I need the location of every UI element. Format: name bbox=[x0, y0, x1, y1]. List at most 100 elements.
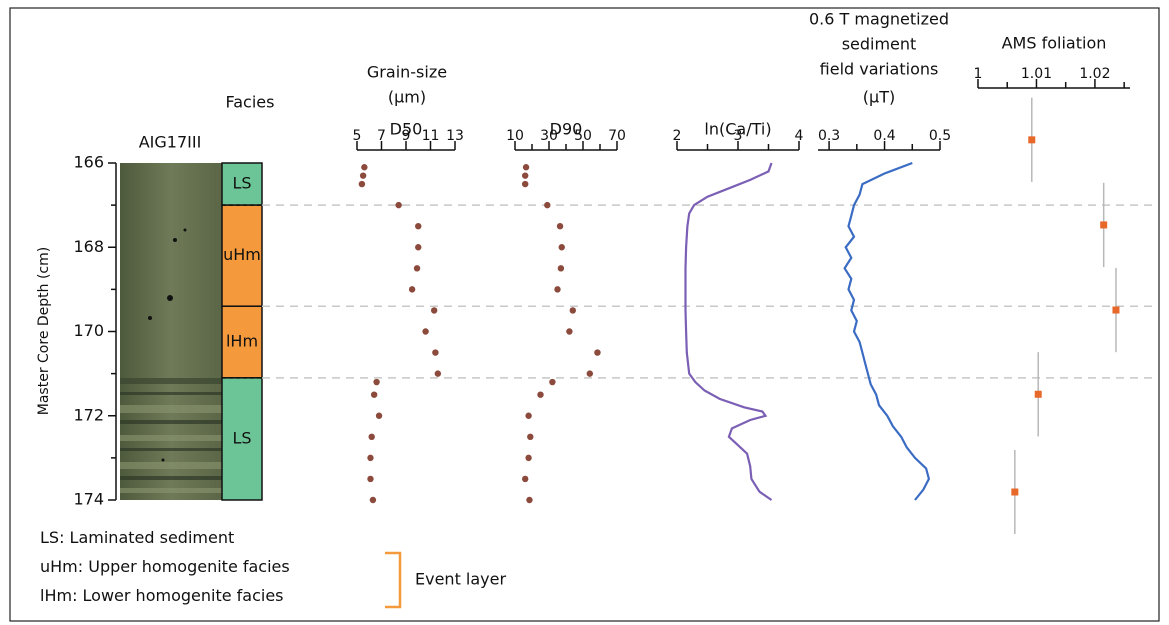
legend-abbr: lHm bbox=[40, 586, 72, 605]
core-image bbox=[120, 163, 222, 500]
data-point bbox=[557, 265, 565, 272]
data-point bbox=[1028, 136, 1036, 144]
data-point bbox=[554, 286, 561, 293]
x-tick-label: 3 bbox=[734, 128, 743, 144]
depth-tick-label: 170 bbox=[73, 321, 104, 340]
data-point bbox=[566, 328, 573, 335]
legend-item: lHm: Lower homogenite facies bbox=[40, 586, 284, 605]
panel-title: D90 bbox=[550, 120, 583, 139]
frame bbox=[9, 7, 1160, 622]
data-point bbox=[527, 433, 534, 441]
data-point bbox=[522, 164, 530, 171]
event-bracket bbox=[385, 551, 402, 609]
x-tick-label: 1 bbox=[974, 66, 983, 82]
data-point bbox=[526, 496, 533, 504]
event-label: Event layer bbox=[415, 570, 506, 589]
data-point bbox=[373, 378, 380, 386]
data-point bbox=[415, 222, 422, 230]
data-point bbox=[586, 370, 593, 377]
facies-layer bbox=[221, 377, 263, 501]
facies-title: Facies bbox=[226, 93, 275, 112]
facies-layer bbox=[221, 162, 263, 206]
data-point bbox=[413, 265, 421, 272]
depth-tick-label: 168 bbox=[73, 237, 104, 256]
x-tick-label: 1.02 bbox=[1079, 66, 1110, 82]
facies-label: uHm bbox=[223, 245, 261, 264]
data-point bbox=[522, 180, 529, 188]
data-point bbox=[1112, 306, 1120, 314]
x-tick-label: 13 bbox=[446, 128, 464, 144]
x-tick-label: 70 bbox=[608, 128, 626, 144]
depth-tick-label: 172 bbox=[73, 405, 104, 424]
data-point bbox=[359, 172, 367, 179]
facies-label: LS bbox=[232, 174, 251, 193]
data-point bbox=[522, 475, 529, 483]
facies-layer bbox=[221, 305, 263, 379]
data-point bbox=[558, 244, 565, 251]
x-tick-label: 0.5 bbox=[929, 128, 951, 144]
facies-label: lHm bbox=[226, 332, 258, 351]
x-tick-label: 1.01 bbox=[1021, 66, 1052, 82]
data-point bbox=[422, 328, 429, 335]
data-line bbox=[684, 162, 773, 501]
data-point bbox=[569, 307, 576, 314]
panel-title: ln(Ca/Ti) bbox=[704, 120, 771, 139]
x-tick-label: 0.3 bbox=[818, 128, 840, 144]
data-point bbox=[525, 412, 532, 419]
data-point bbox=[367, 454, 374, 462]
legend-item: uHm: Upper homogenite facies bbox=[40, 557, 290, 576]
legend-text: : Upper homogenite facies bbox=[78, 557, 290, 576]
x-tick-label: 50 bbox=[574, 128, 592, 144]
legend-item: LS: Laminated sediment bbox=[40, 528, 234, 547]
x-tick-label: 4 bbox=[795, 128, 804, 144]
x-tick-label: 11 bbox=[422, 128, 440, 144]
x-tick-label: 9 bbox=[402, 128, 411, 144]
legend-text: : Laminated sediment bbox=[59, 528, 234, 547]
data-point bbox=[368, 433, 375, 441]
data-point bbox=[434, 370, 442, 377]
core-label: AIG17III bbox=[139, 133, 202, 152]
data-point bbox=[1011, 488, 1019, 496]
panel-title: 0.6 T magnetized bbox=[809, 10, 949, 29]
data-point bbox=[544, 201, 551, 209]
panel-title: sediment bbox=[842, 35, 917, 54]
data-point bbox=[522, 172, 529, 179]
depth-axis-label: Master Core Depth (cm) bbox=[36, 247, 52, 415]
data-point bbox=[361, 164, 368, 171]
panel-title: D50 bbox=[390, 120, 423, 139]
data-point bbox=[358, 180, 366, 188]
data-point bbox=[525, 454, 532, 462]
x-tick-label: 10 bbox=[506, 128, 524, 144]
data-point bbox=[375, 412, 383, 419]
data-point bbox=[594, 349, 601, 356]
panel-title: (μT) bbox=[863, 88, 895, 107]
x-tick-label: 0.4 bbox=[873, 128, 895, 144]
legend-abbr: uHm bbox=[40, 557, 78, 576]
panel-title: AMS foliation bbox=[1002, 34, 1107, 53]
data-point bbox=[395, 201, 402, 209]
grain-size-unit: (μm) bbox=[388, 88, 426, 107]
data-point bbox=[369, 496, 377, 504]
data-point bbox=[1100, 221, 1108, 229]
data-line bbox=[843, 161, 931, 501]
legend-text: : Lower homogenite facies bbox=[72, 586, 283, 605]
data-point bbox=[556, 222, 564, 230]
data-point bbox=[1034, 390, 1042, 398]
facies-label: LS bbox=[232, 428, 251, 447]
data-point bbox=[370, 391, 378, 398]
data-point bbox=[549, 378, 556, 386]
data-point bbox=[408, 286, 416, 293]
legend-abbr: LS bbox=[40, 528, 59, 547]
data-point bbox=[367, 475, 374, 483]
data-point bbox=[415, 244, 422, 251]
panel-title: field variations bbox=[820, 60, 939, 79]
data-point bbox=[432, 349, 439, 356]
depth-tick-label: 166 bbox=[73, 153, 104, 172]
depth-tick-label: 174 bbox=[73, 490, 104, 509]
x-tick-label: 2 bbox=[673, 128, 682, 144]
x-tick-label: 7 bbox=[377, 128, 386, 144]
x-tick-label: 30 bbox=[540, 128, 558, 144]
data-point bbox=[430, 307, 438, 314]
grain-size-title: Grain-size bbox=[367, 63, 447, 82]
